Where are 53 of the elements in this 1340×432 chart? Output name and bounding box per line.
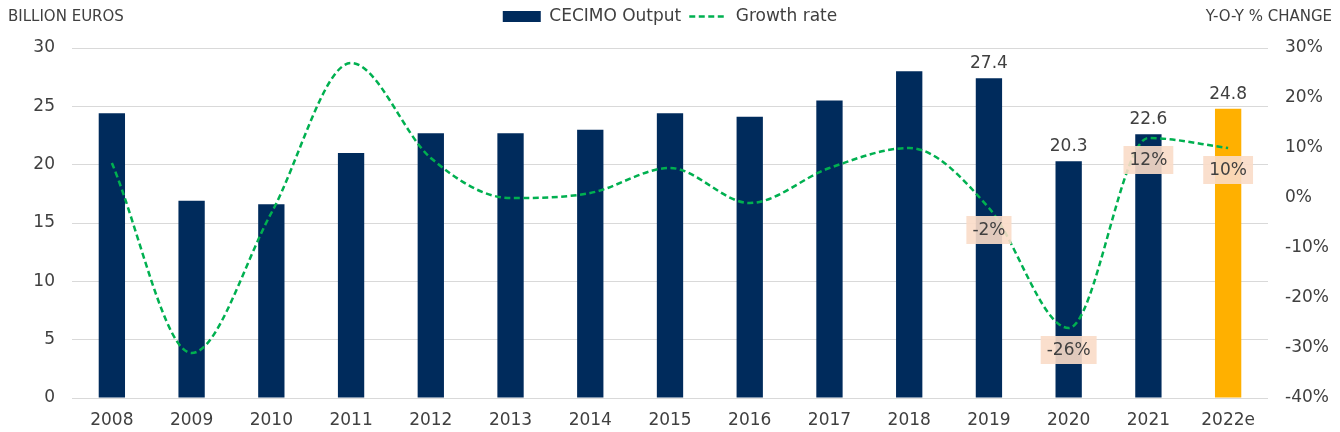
- y2-tick-label: 0%: [1285, 186, 1312, 207]
- data-label: -2%: [972, 219, 1006, 240]
- y2-tick-label: -10%: [1285, 236, 1329, 257]
- data-label: 22.6: [1129, 108, 1168, 129]
- x-tick-label: 2008: [90, 408, 134, 429]
- y2-tick-label: -20%: [1285, 286, 1329, 307]
- bar: [417, 133, 444, 398]
- y2-axis-title: Y-O-Y % CHANGE: [1204, 6, 1332, 25]
- data-label: -26%: [1046, 339, 1091, 360]
- data-label: 12%: [1129, 149, 1168, 170]
- x-tick-label: 2022e: [1201, 408, 1255, 429]
- bar: [98, 113, 126, 398]
- data-label: 20.3: [1049, 135, 1088, 156]
- y-tick-label: 30: [33, 36, 55, 57]
- x-tick-label: 2011: [329, 408, 373, 429]
- data-label: 27.4: [970, 52, 1008, 73]
- x-tick-label: 2009: [169, 408, 214, 429]
- x-tick-label: 2021: [1126, 408, 1171, 429]
- y-tick-label: 0: [44, 386, 55, 407]
- y2-tick-label: 20%: [1285, 86, 1323, 107]
- legend-label: CECIMO Output: [549, 4, 682, 25]
- x-tick-label: 2016: [728, 408, 772, 429]
- bar: [497, 133, 524, 398]
- y2-tick-label: 10%: [1285, 136, 1323, 157]
- legend-label: Growth rate: [735, 4, 838, 25]
- bar: [577, 129, 604, 398]
- data-label: 24.8: [1209, 82, 1248, 103]
- bar: [656, 113, 684, 398]
- x-tick-label: 2017: [807, 408, 852, 429]
- y-tick-label: 15: [33, 211, 55, 232]
- y-axis-title: BILLION EUROS: [8, 6, 124, 25]
- y2-tick-label: -30%: [1285, 336, 1329, 357]
- y-tick-label: 25: [33, 94, 55, 115]
- y-tick-label: 20: [33, 153, 55, 174]
- bar: [736, 116, 763, 398]
- bar: [896, 71, 923, 398]
- data-label: 10%: [1209, 159, 1248, 180]
- bar: [816, 100, 843, 398]
- x-tick-label: 2020: [1047, 408, 1091, 429]
- x-tick-label: 2018: [887, 408, 931, 429]
- y-tick-label: 5: [44, 328, 55, 349]
- x-tick-label: 2015: [648, 408, 692, 429]
- x-tick-label: 2013: [488, 408, 533, 429]
- bar: [258, 204, 285, 398]
- x-tick-label: 2019: [967, 408, 1011, 429]
- y2-tick-label: 30%: [1285, 36, 1323, 57]
- x-tick-label: 2012: [409, 408, 453, 429]
- bar: [337, 153, 365, 398]
- x-tick-label: 2010: [249, 408, 293, 429]
- y2-tick-label: -40%: [1285, 386, 1329, 407]
- y-tick-label: 10: [33, 269, 55, 290]
- x-tick-label: 2014: [568, 408, 612, 429]
- bar: [178, 200, 205, 398]
